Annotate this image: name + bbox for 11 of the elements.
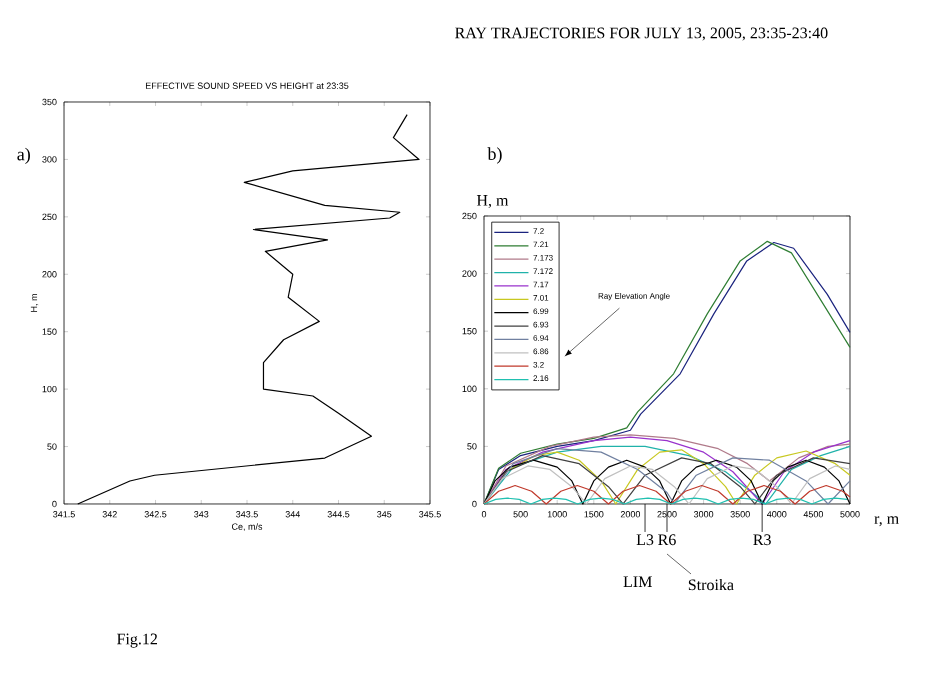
ref-line-label: R3	[753, 534, 771, 546]
text: b)	[487, 147, 502, 164]
y-axis-title: H, m	[476, 195, 509, 209]
caption: Fig.12	[117, 633, 158, 648]
x-axis-title: r, m	[874, 516, 899, 527]
ref-line-label: R6	[658, 534, 676, 546]
ref-line-label: L3	[636, 534, 654, 546]
text: Stroika	[688, 578, 734, 591]
chart-title: RAY TRAJECTORIES FOR JULY 13, 2005, 23:35-23:40	[455, 27, 828, 41]
text: a)	[17, 147, 30, 165]
text: LIM	[623, 576, 652, 587]
